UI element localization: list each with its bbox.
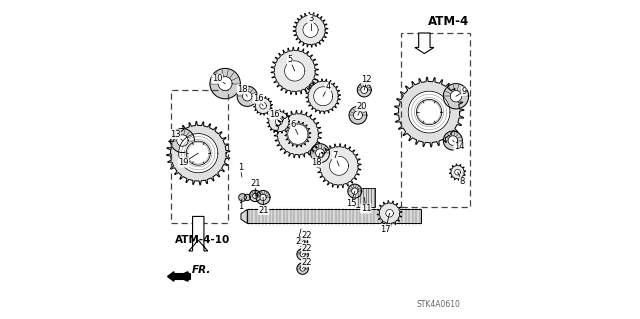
Text: 7: 7 <box>333 151 338 160</box>
Polygon shape <box>274 110 321 158</box>
Polygon shape <box>253 96 273 115</box>
Text: 8: 8 <box>460 177 465 186</box>
Polygon shape <box>444 84 468 109</box>
Polygon shape <box>300 240 305 244</box>
Polygon shape <box>210 69 240 99</box>
Text: 18: 18 <box>237 85 248 94</box>
Polygon shape <box>310 144 330 163</box>
Text: 13: 13 <box>170 130 180 139</box>
Polygon shape <box>218 77 232 91</box>
Polygon shape <box>348 184 362 198</box>
Bar <box>247 210 421 223</box>
Polygon shape <box>285 61 305 81</box>
Text: 19: 19 <box>178 158 189 167</box>
Text: 2: 2 <box>295 237 301 246</box>
Text: 3: 3 <box>308 14 313 23</box>
Polygon shape <box>386 210 394 217</box>
Polygon shape <box>179 134 218 173</box>
Polygon shape <box>166 122 230 185</box>
Polygon shape <box>317 144 361 188</box>
Polygon shape <box>449 164 466 180</box>
Polygon shape <box>448 136 458 145</box>
Text: FR.: FR. <box>192 265 211 275</box>
Polygon shape <box>451 91 461 102</box>
Polygon shape <box>349 106 367 124</box>
Text: 16: 16 <box>269 110 280 119</box>
Polygon shape <box>306 79 340 114</box>
Polygon shape <box>444 131 462 150</box>
Polygon shape <box>275 118 282 125</box>
Text: STK4A0610: STK4A0610 <box>417 300 461 309</box>
Polygon shape <box>186 141 211 165</box>
Polygon shape <box>454 169 460 175</box>
Polygon shape <box>316 149 324 158</box>
Bar <box>401 33 470 207</box>
Polygon shape <box>260 194 266 201</box>
Text: 11: 11 <box>360 204 371 213</box>
Polygon shape <box>377 201 402 226</box>
Text: 10: 10 <box>212 74 223 83</box>
Text: 4: 4 <box>325 82 330 91</box>
Polygon shape <box>297 263 308 274</box>
Polygon shape <box>300 252 305 257</box>
Polygon shape <box>351 188 358 194</box>
FancyArrow shape <box>168 272 190 281</box>
Polygon shape <box>260 102 266 109</box>
Text: ATM-4-10: ATM-4-10 <box>175 235 230 245</box>
Polygon shape <box>330 156 348 175</box>
Polygon shape <box>415 33 434 54</box>
Polygon shape <box>288 124 308 144</box>
Text: 9: 9 <box>461 87 467 96</box>
Polygon shape <box>237 86 257 106</box>
Polygon shape <box>361 86 368 93</box>
Text: 16: 16 <box>253 94 264 103</box>
Polygon shape <box>303 22 318 37</box>
Polygon shape <box>253 193 258 198</box>
Text: 1: 1 <box>237 203 243 211</box>
Polygon shape <box>298 237 308 247</box>
Text: 21: 21 <box>251 179 261 188</box>
Text: 18: 18 <box>311 158 321 167</box>
Text: 6: 6 <box>291 120 296 129</box>
Polygon shape <box>357 83 371 97</box>
Polygon shape <box>250 190 261 202</box>
Polygon shape <box>285 121 311 147</box>
Text: 22: 22 <box>301 258 312 267</box>
Polygon shape <box>244 194 250 201</box>
Polygon shape <box>314 87 333 106</box>
Text: 22: 22 <box>301 243 312 253</box>
Text: 12: 12 <box>362 75 372 84</box>
Polygon shape <box>177 135 188 146</box>
Polygon shape <box>394 77 464 147</box>
Text: ATM-4: ATM-4 <box>428 15 468 28</box>
Text: 15: 15 <box>346 199 356 208</box>
Text: 22: 22 <box>301 231 312 240</box>
Polygon shape <box>297 249 308 260</box>
Text: 17: 17 <box>380 225 391 234</box>
Bar <box>172 90 228 223</box>
Polygon shape <box>300 266 305 271</box>
Text: 21: 21 <box>259 206 269 215</box>
Polygon shape <box>170 129 195 152</box>
Text: 14: 14 <box>454 142 465 151</box>
Text: 5: 5 <box>287 56 292 64</box>
Text: 1: 1 <box>237 163 243 172</box>
Bar <box>354 188 374 207</box>
Polygon shape <box>189 216 208 251</box>
Polygon shape <box>417 100 442 125</box>
Polygon shape <box>353 111 362 120</box>
Polygon shape <box>239 194 246 201</box>
Polygon shape <box>408 91 450 133</box>
Polygon shape <box>256 190 270 204</box>
Polygon shape <box>267 109 291 134</box>
Text: 20: 20 <box>356 102 367 111</box>
Polygon shape <box>293 12 328 47</box>
Polygon shape <box>271 47 318 95</box>
Polygon shape <box>241 210 247 223</box>
Polygon shape <box>288 124 308 144</box>
Polygon shape <box>243 92 252 101</box>
